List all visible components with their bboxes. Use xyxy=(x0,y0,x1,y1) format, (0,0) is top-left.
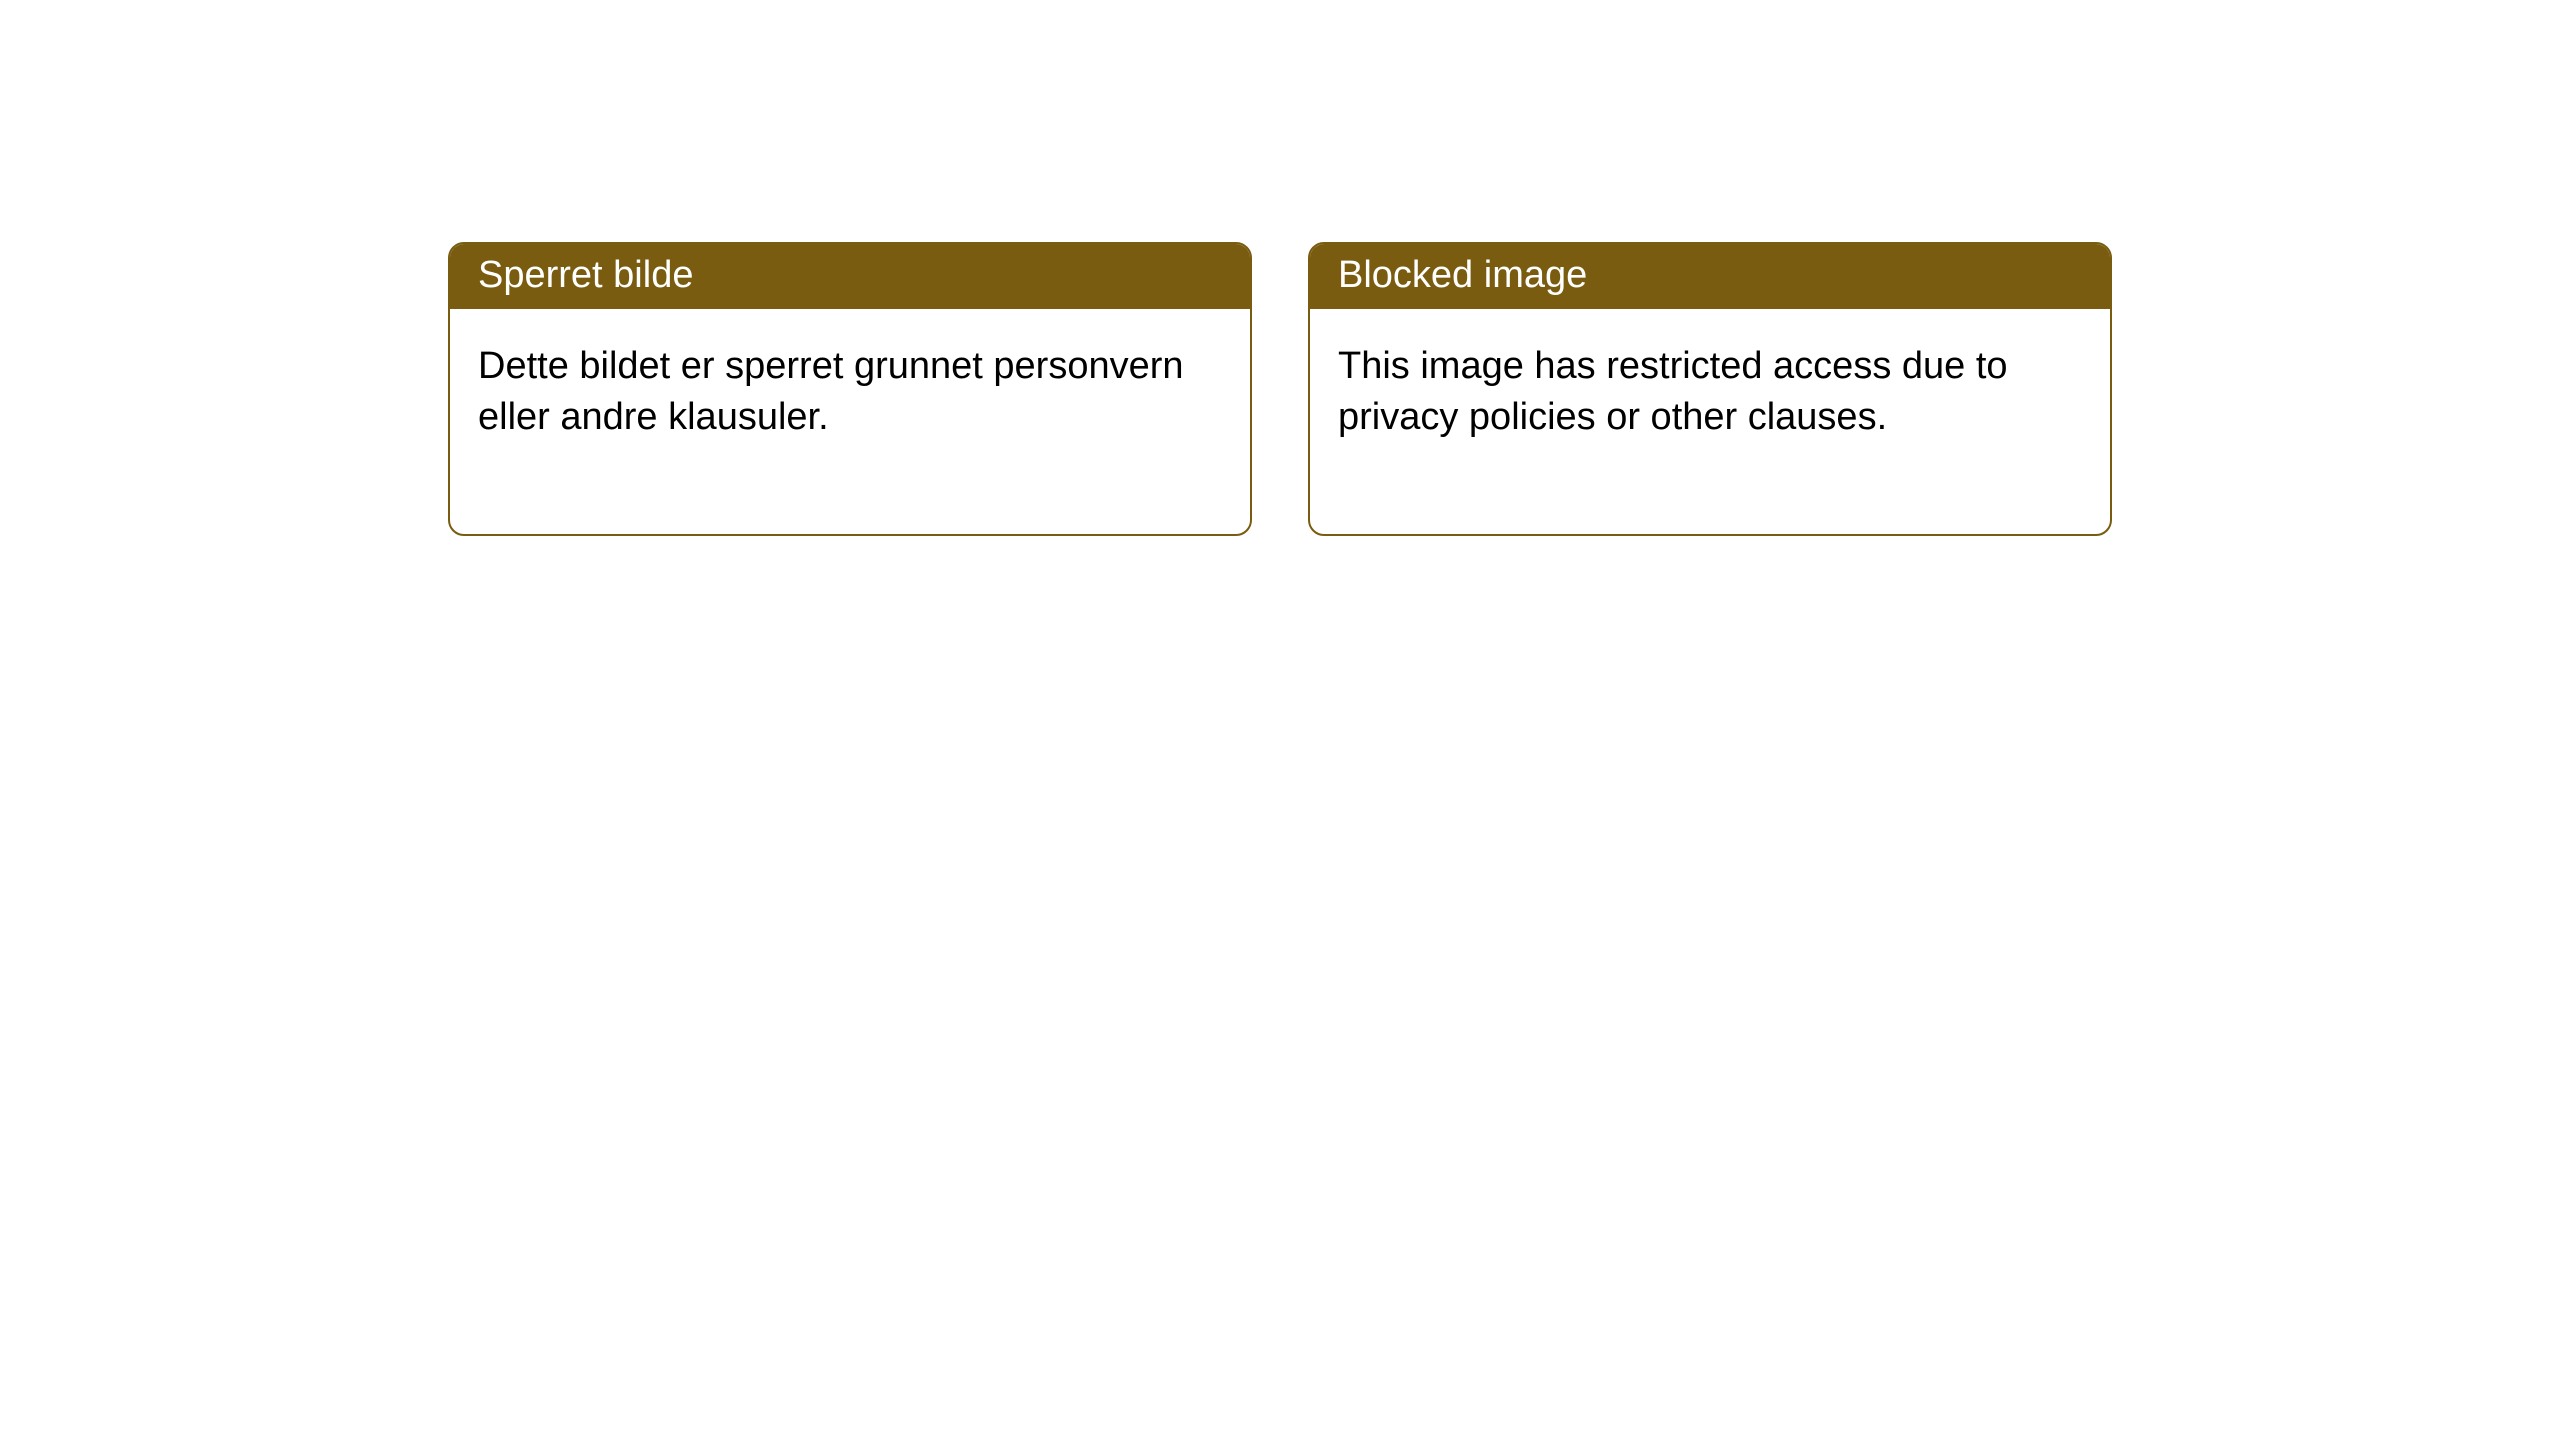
blocked-notice-box-en: Blocked image This image has restricted … xyxy=(1308,242,2112,536)
blocked-notice-heading-en: Blocked image xyxy=(1310,244,2110,309)
blocked-notice-container: Sperret bilde Dette bildet er sperret gr… xyxy=(448,242,2112,536)
blocked-notice-heading-no: Sperret bilde xyxy=(450,244,1250,309)
blocked-notice-body-no: Dette bildet er sperret grunnet personve… xyxy=(450,309,1250,534)
blocked-notice-body-en: This image has restricted access due to … xyxy=(1310,309,2110,534)
blocked-notice-box-no: Sperret bilde Dette bildet er sperret gr… xyxy=(448,242,1252,536)
